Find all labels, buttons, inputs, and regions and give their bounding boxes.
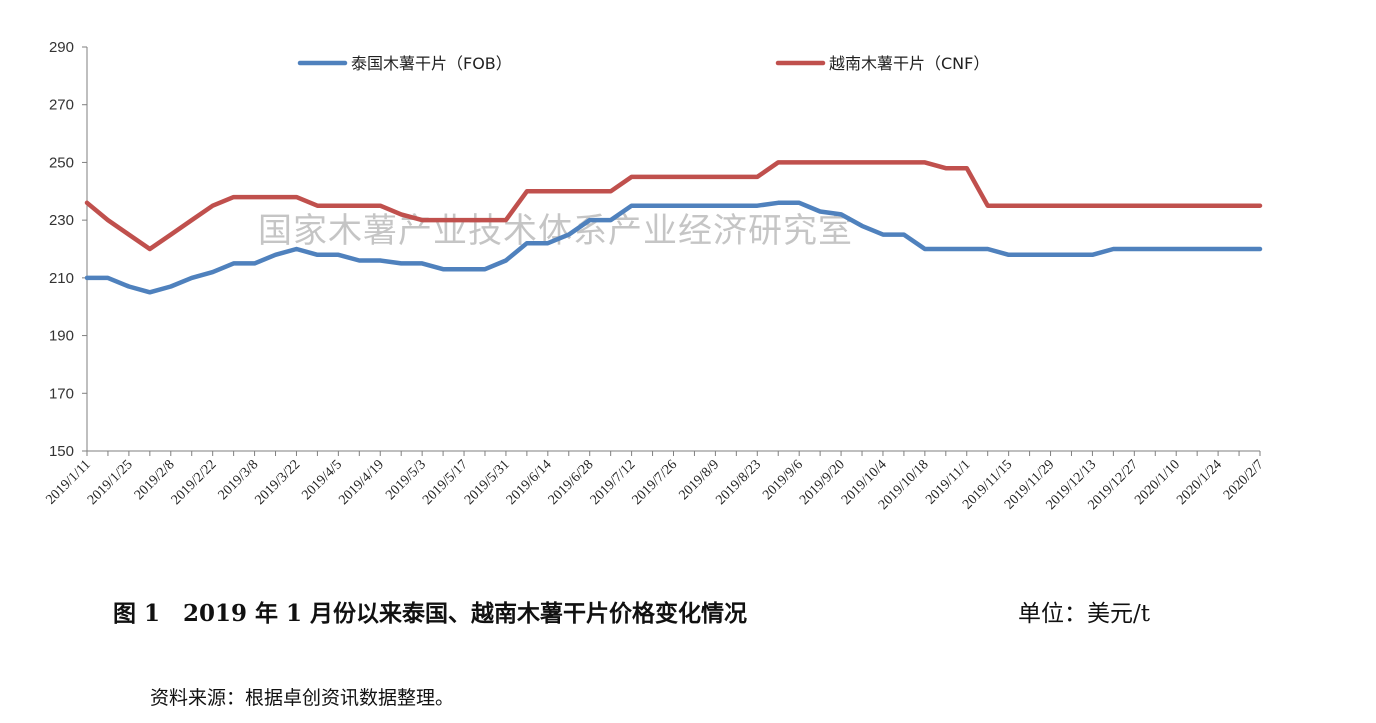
watermark-text: 国家木薯产业技术体系产业经济研究室 — [258, 211, 853, 251]
series-line-vietnam — [84, 160, 1263, 252]
x-tick-label: 2019/7/12 — [588, 457, 639, 508]
x-tick-label: 2020/1/24 — [1174, 457, 1225, 508]
x-tick-label: 2019/6/28 — [546, 457, 597, 508]
legend: 泰国木薯干片（FOB） 越南木薯干片（CNF） — [297, 54, 989, 73]
legend-label: 泰国木薯干片（FOB） — [351, 54, 512, 73]
series-lines — [84, 160, 1263, 295]
x-tick-label: 2019/5/17 — [420, 457, 471, 508]
x-tick-label: 2019/9/20 — [797, 457, 848, 508]
x-tick-label: 2019/7/26 — [630, 457, 681, 508]
y-tick-label: 210 — [49, 270, 74, 287]
series-line-thailand — [84, 200, 1263, 295]
legend-label: 越南木薯干片（CNF） — [829, 54, 989, 73]
x-tick-label: 2019/3/22 — [253, 457, 304, 508]
y-tick-label: 250 — [49, 154, 74, 171]
figure-caption: 图 1 2019 年 1 月份以来泰国、越南木薯干片价格变化情况 — [113, 600, 748, 627]
data-source-note: 资料来源：根据卓创资讯数据整理。 — [150, 687, 455, 709]
y-tick-label: 190 — [49, 328, 74, 345]
y-tick-label: 230 — [49, 212, 74, 229]
x-axis-ticks: 2019/1/112019/1/252019/2/82019/2/222019/… — [43, 451, 1267, 513]
x-tick-label: 2020/1/10 — [1132, 457, 1183, 508]
unit-label: 单位：美元/t — [1018, 601, 1150, 627]
x-tick-label: 2019/8/23 — [713, 457, 764, 508]
y-tick-label: 290 — [49, 39, 74, 56]
x-tick-label: 2019/1/25 — [85, 457, 136, 508]
y-tick-label: 270 — [49, 97, 74, 114]
x-tick-label: 2020/2/7 — [1221, 457, 1267, 503]
x-tick-label: 2019/5/31 — [462, 457, 513, 508]
x-tick-label: 2019/4/19 — [336, 457, 387, 508]
x-tick-label: 2019/6/14 — [504, 457, 555, 508]
y-tick-label: 150 — [49, 443, 74, 460]
y-tick-label: 170 — [49, 385, 74, 402]
y-axis-ticks: 150 170 190 210 230 250 270 290 — [49, 39, 87, 460]
price-line-chart: 150 170 190 210 230 250 270 290 2019/1/112019/1… — [43, 39, 1267, 513]
x-tick-label: 2019/2/22 — [169, 457, 220, 508]
